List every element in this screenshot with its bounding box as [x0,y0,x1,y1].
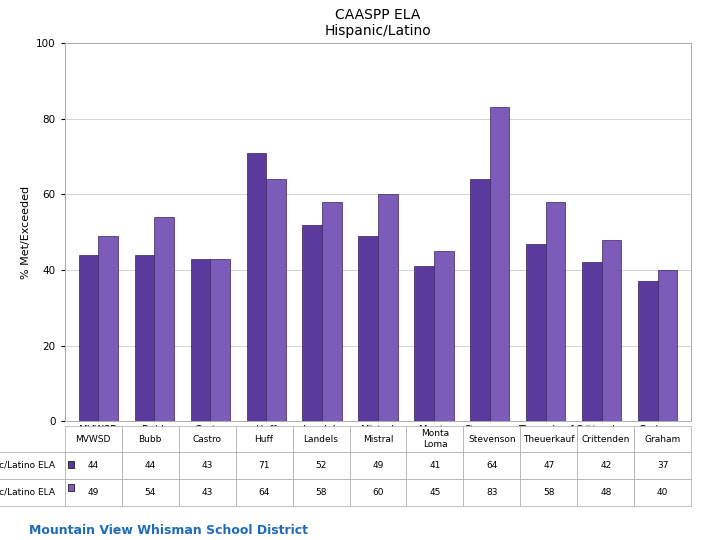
Bar [490,107,510,421]
Bar [359,236,378,421]
Bar [582,262,602,421]
Bar [322,202,342,421]
Bar [546,202,565,421]
Bar [602,240,621,421]
Bar [638,281,657,421]
Bar [191,259,210,421]
Bar [657,270,678,421]
Y-axis label: % Met/Exceeded: % Met/Exceeded [21,186,30,279]
Bar [99,236,118,421]
Bar [210,259,230,421]
Bar [302,225,322,421]
Bar [78,255,99,421]
Bar [135,255,154,421]
Bar [378,194,397,421]
Title: CAASPP ELA
Hispanic/Latino: CAASPP ELA Hispanic/Latino [325,8,431,38]
Bar [414,266,434,421]
Text: Mountain View Whisman School District: Mountain View Whisman School District [29,524,308,537]
Bar [434,251,454,421]
Bar [266,179,286,421]
Bar [470,179,490,421]
Bar [246,153,266,421]
Bar [154,217,174,421]
Bar [526,244,546,421]
